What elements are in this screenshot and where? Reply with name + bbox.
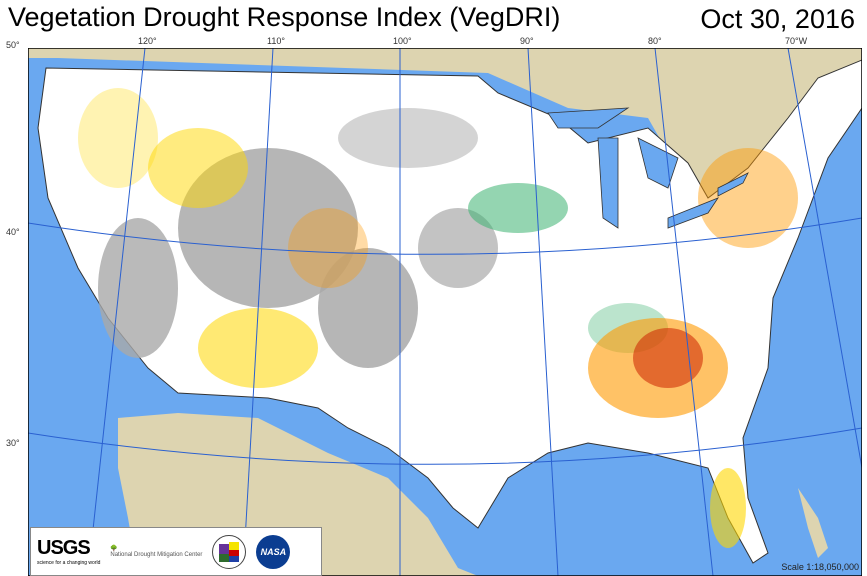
map-title: Vegetation Drought Response Index (VegDR…: [8, 2, 561, 32]
nasa-logo: NASA: [256, 534, 291, 569]
lon-label: 90°: [520, 36, 534, 46]
lat-label: 50°: [6, 40, 20, 50]
lon-label: 120°: [138, 36, 157, 46]
graticule: [28, 48, 862, 576]
vegdri-map: [28, 48, 862, 576]
great-lakes: [547, 107, 749, 229]
lat-label: 40°: [6, 227, 20, 237]
hprcc-logo: [212, 534, 247, 569]
lon-label: 100°: [393, 36, 412, 46]
map-scale: Scale 1:18,050,000: [781, 562, 859, 572]
partner-logos: USGS science for a changing world 🌳 Nation…: [30, 527, 322, 576]
ndmc-logo: 🌳 National Drought Mitigation Center: [110, 546, 203, 558]
map-date: Oct 30, 2016: [700, 4, 855, 34]
cuba: [798, 488, 828, 558]
lon-label: 80°: [648, 36, 662, 46]
lon-label: 70°W: [785, 36, 808, 46]
canada: [28, 48, 862, 218]
lon-label: 110°: [267, 36, 285, 46]
usgs-logo: USGS science for a changing world: [37, 537, 101, 566]
lat-label: 30°: [6, 438, 20, 448]
